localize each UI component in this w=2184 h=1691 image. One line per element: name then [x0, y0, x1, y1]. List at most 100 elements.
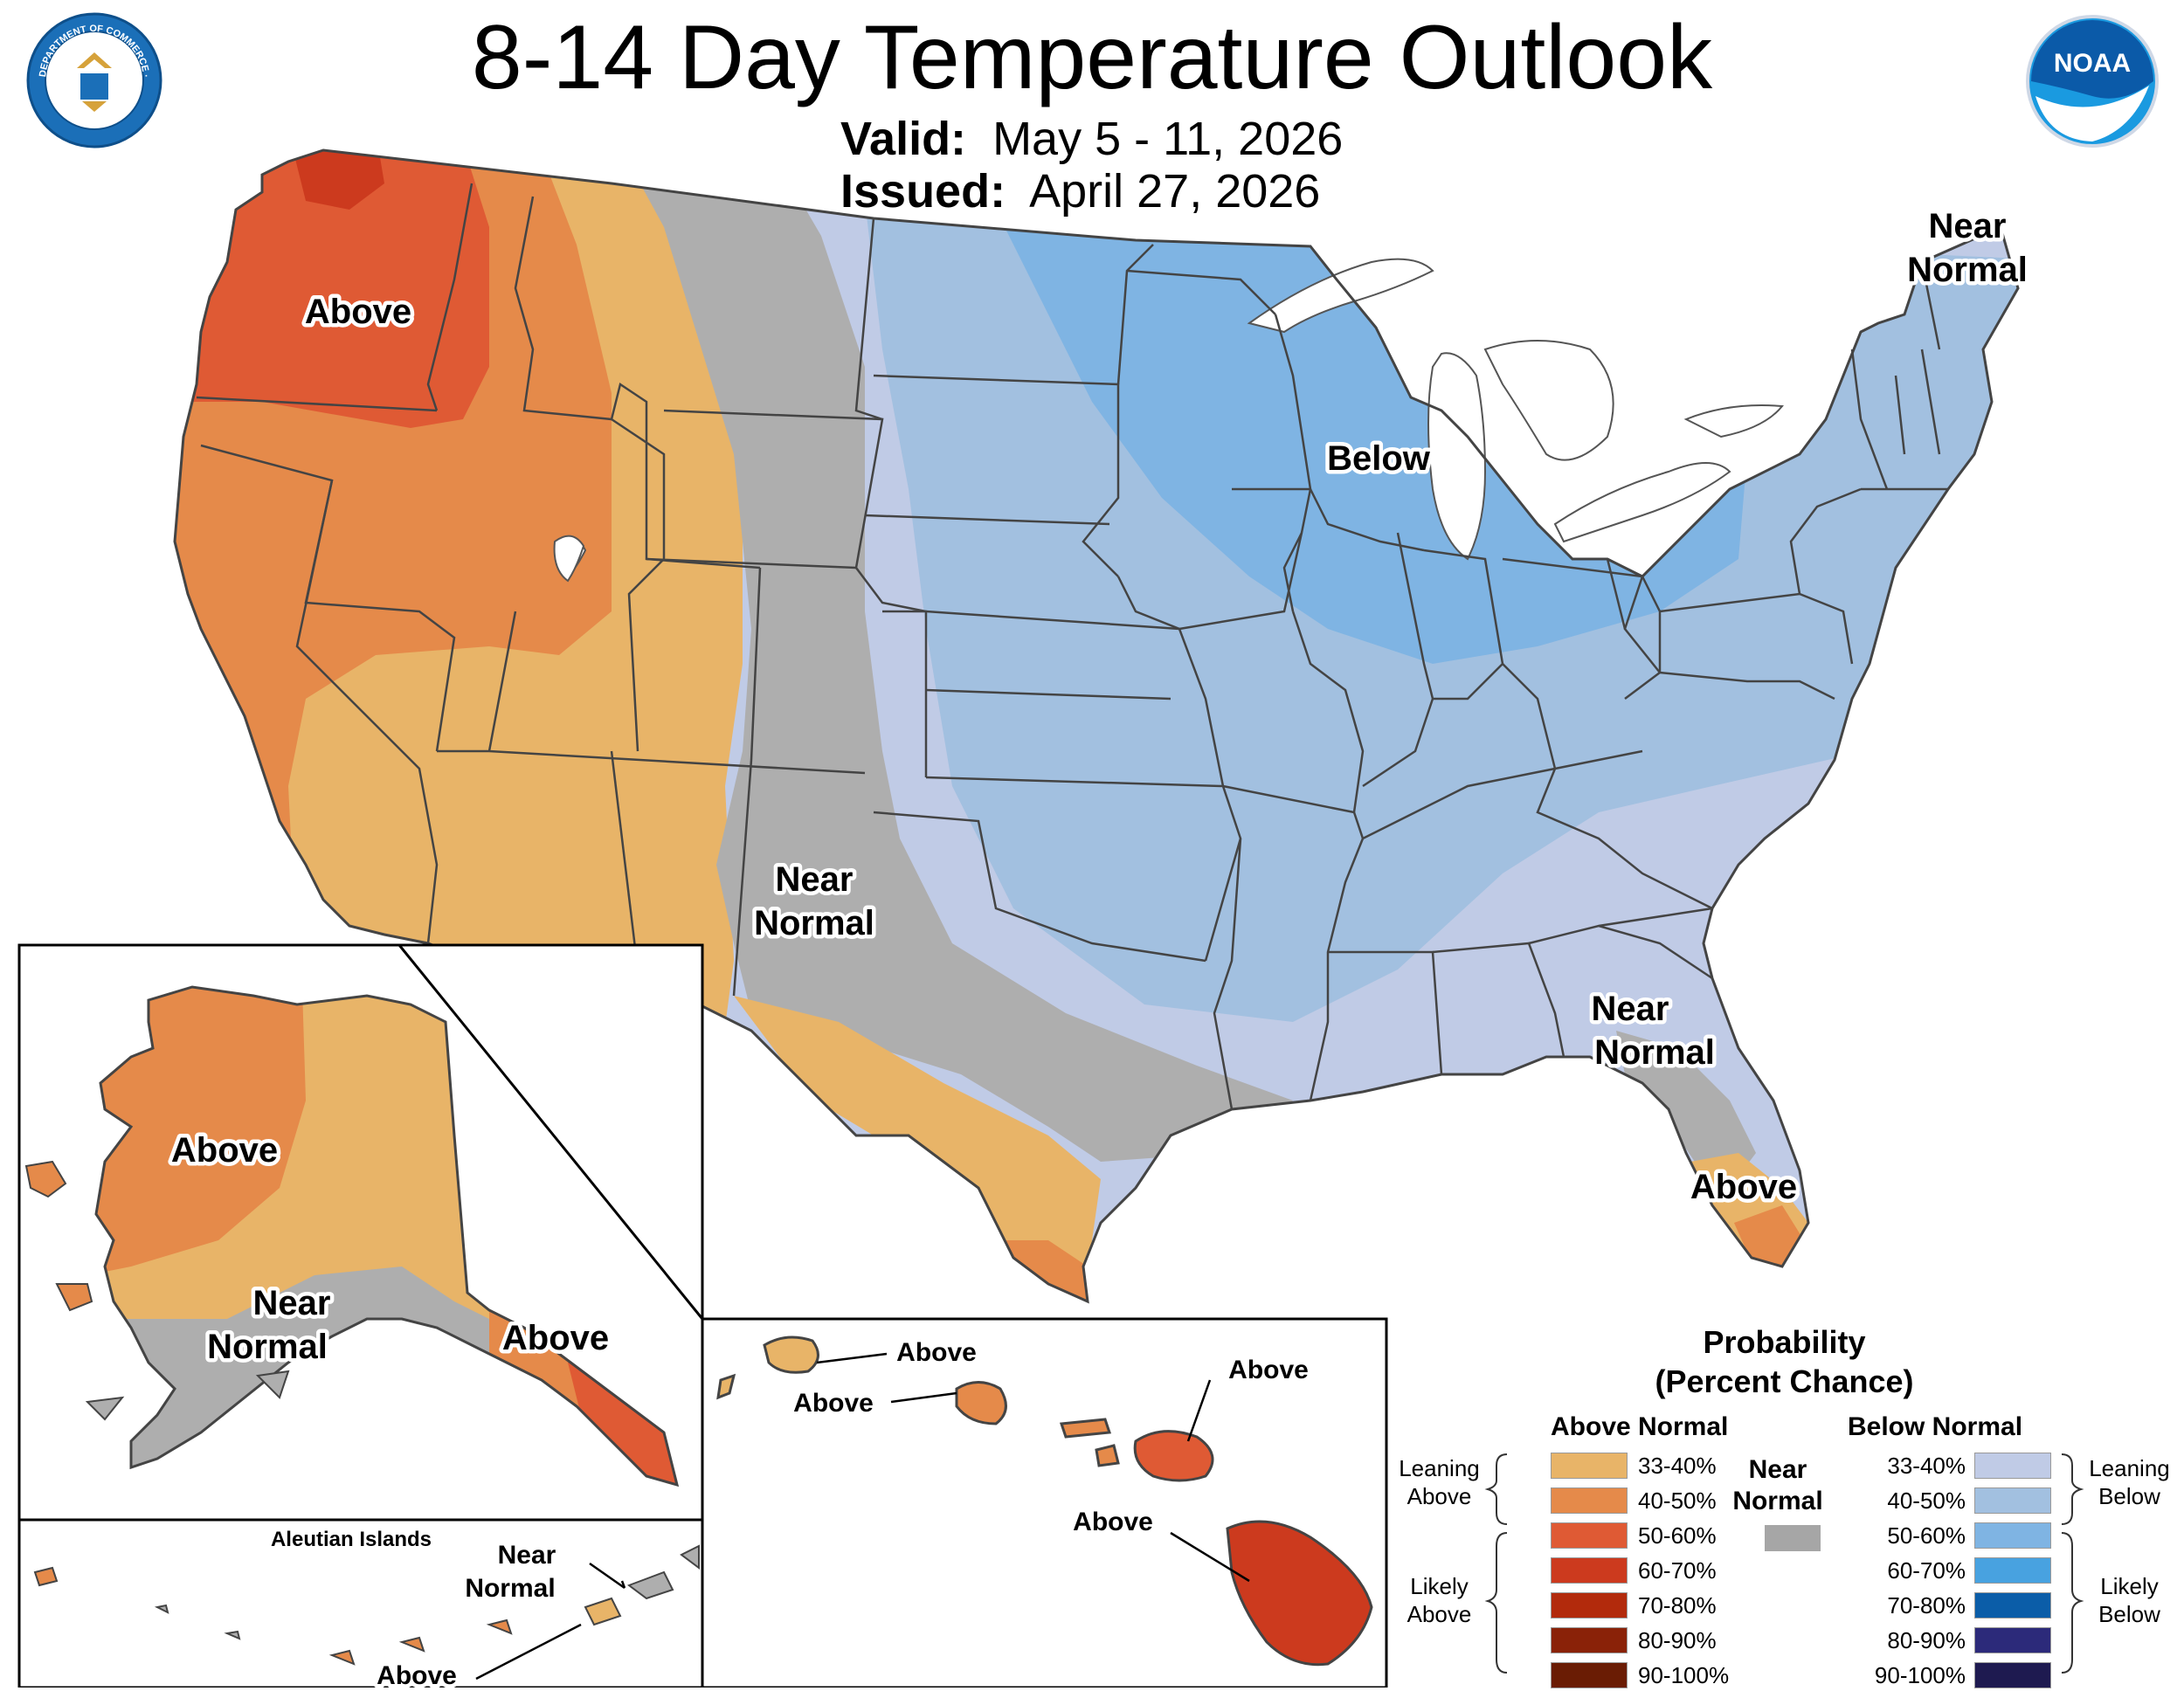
- label-near-plains-1: Near: [776, 860, 854, 899]
- legend-swatch: [1551, 1487, 1628, 1514]
- label-aleutian-near-1: Near: [498, 1541, 556, 1570]
- legend-bin-label: 90-100%: [1638, 1661, 1730, 1688]
- legend-below-bin: 70-80%: [1870, 1590, 2051, 1621]
- legend-bin-label: 50-60%: [1638, 1522, 1717, 1549]
- legend-above-bin: 33-40%: [1551, 1450, 1717, 1481]
- legend-above-bin: 40-50%: [1551, 1485, 1717, 1516]
- noaa-logo: NOAA: [2026, 15, 2159, 148]
- label-hawaii-maui: Above: [1228, 1356, 1309, 1384]
- legend-swatch: [1551, 1557, 1628, 1584]
- label-above-florida: Above: [1690, 1168, 1797, 1206]
- leaning-above-line1: Leaning: [1399, 1455, 1480, 1481]
- label-near-southeast-2: Normal: [1594, 1033, 1715, 1072]
- label-hawaii-oahu: Above: [793, 1389, 874, 1418]
- legend-bin-label: 40-50%: [1638, 1487, 1717, 1514]
- hawaii-leader-lines: [475, 1352, 1250, 1681]
- label-below-midwest: Below: [1327, 439, 1431, 478]
- legend-swatch: [1974, 1453, 2051, 1479]
- legend-swatch: [1974, 1522, 2051, 1549]
- legend-above-bin: 90-100%: [1551, 1660, 1729, 1691]
- legend-swatch: [1974, 1557, 2051, 1584]
- legend-swatch: [1974, 1627, 2051, 1653]
- label-alaska-near-2: Normal: [207, 1328, 328, 1366]
- leaning-above-line2: Above: [1406, 1483, 1472, 1509]
- legend-swatch: [1551, 1522, 1628, 1549]
- legend-bin-label: 80-90%: [1887, 1626, 1966, 1653]
- likely-below-line2: Below: [2098, 1601, 2160, 1627]
- legend-bin-label: 50-60%: [1887, 1522, 1966, 1549]
- label-near-southeast-1: Near: [1592, 990, 1669, 1028]
- legend-leaning-below: Leaning Below: [2079, 1454, 2180, 1510]
- legend-near-line1: Near: [1748, 1455, 1807, 1484]
- valid-label: Valid:: [840, 113, 967, 165]
- aleutian-inset-frame: [17, 1518, 704, 1688]
- legend-likely-above: Likely Above: [1389, 1572, 1489, 1628]
- legend-bin-label: 40-50%: [1887, 1487, 1966, 1514]
- conus-probability-fill: [175, 150, 2018, 1301]
- inset-leader-line: [397, 944, 704, 1320]
- commerce-seal-logo: DEPARTMENT OF COMMERCE · UNITED STATES O…: [0, 0, 162, 148]
- noaa-logo-text: NOAA: [2054, 49, 2131, 78]
- legend-likely-below: Likely Below: [2079, 1572, 2180, 1628]
- legend-swatch: [1551, 1453, 1628, 1479]
- legend-leaning-above: Leaning Above: [1389, 1454, 1489, 1510]
- map-title: 8-14 Day Temperature Outlook: [471, 7, 1713, 108]
- label-alaska-above-west: Above: [171, 1131, 278, 1170]
- leaning-below-line1: Leaning: [2089, 1455, 2170, 1481]
- likely-above-line1: Likely: [1410, 1573, 1469, 1599]
- label-aleutian-title: Aleutian Islands: [271, 1528, 432, 1551]
- likely-below-line1: Likely: [2100, 1573, 2159, 1599]
- label-aleutian-near-2: Normal: [465, 1574, 555, 1603]
- legend-below-header: Below Normal: [1848, 1412, 2023, 1441]
- label-aleutian-above: Above: [377, 1661, 457, 1688]
- great-lakes: [556, 258, 1784, 578]
- legend-bin-label: 80-90%: [1638, 1626, 1717, 1653]
- legend-above-bin: 60-70%: [1551, 1555, 1717, 1586]
- label-above-northwest: Above: [305, 293, 411, 331]
- alaska-outline: [94, 985, 680, 1487]
- label-near-northeast-2: Normal: [1907, 251, 2028, 289]
- alaska-islands: [24, 1160, 700, 1666]
- legend-below-bin: 90-100%: [1870, 1660, 2051, 1691]
- label-hawaii-big-island: Above: [1073, 1508, 1153, 1536]
- legend-near-normal-label: Near Normal: [1730, 1454, 1826, 1517]
- legend-bin-label: 70-80%: [1638, 1591, 1717, 1619]
- issued-date: April 27, 2026: [1029, 165, 1321, 217]
- legend-swatch: [1974, 1662, 2051, 1688]
- label-alaska-near-1: Near: [253, 1284, 331, 1322]
- legend-braces: [1484, 1453, 2084, 1674]
- legend-above-bin: 80-90%: [1551, 1625, 1717, 1656]
- legend-bin-label: 60-70%: [1638, 1556, 1717, 1584]
- label-hawaii-kauai: Above: [896, 1338, 977, 1367]
- legend-bin-label: 33-40%: [1887, 1452, 1966, 1479]
- label-alaska-above-southeast: Above: [502, 1319, 609, 1357]
- valid-date: May 5 - 11, 2026: [992, 113, 1344, 165]
- legend-bin-label: 70-80%: [1887, 1591, 1966, 1619]
- legend-title-1: Probability: [1703, 1324, 1866, 1360]
- legend-bin-label: 33-40%: [1638, 1452, 1717, 1479]
- probability-legend: Probability (Percent Chance) Above Norma…: [1385, 1310, 2184, 1688]
- great-salt-lake: [553, 535, 585, 583]
- legend-above-header: Above Normal: [1551, 1412, 1729, 1441]
- hawaii-islands: [716, 1336, 1373, 1667]
- state-boundaries: [173, 148, 2020, 1304]
- legend-below-bin: 50-60%: [1870, 1520, 2051, 1551]
- legend-near-normal-swatch: [1765, 1525, 1821, 1551]
- legend-below-bin: 33-40%: [1870, 1450, 2051, 1481]
- legend-below-bin: 80-90%: [1870, 1625, 2051, 1656]
- likely-above-line2: Above: [1406, 1601, 1472, 1627]
- legend-swatch: [1551, 1627, 1628, 1653]
- legend-above-bin: 50-60%: [1551, 1520, 1717, 1551]
- legend-bin-label: 60-70%: [1887, 1556, 1966, 1584]
- issued-line: Issued: April 27, 2026: [840, 164, 1320, 218]
- leaning-below-line2: Below: [2098, 1483, 2160, 1509]
- legend-below-bin: 60-70%: [1870, 1555, 2051, 1586]
- valid-line: Valid: May 5 - 11, 2026: [840, 112, 1343, 166]
- label-near-northeast-1: Near: [1929, 207, 2007, 245]
- legend-swatch: [1974, 1487, 2051, 1514]
- legend-above-bin: 70-80%: [1551, 1590, 1717, 1621]
- legend-swatch: [1551, 1592, 1628, 1619]
- issued-label: Issued:: [840, 165, 1006, 217]
